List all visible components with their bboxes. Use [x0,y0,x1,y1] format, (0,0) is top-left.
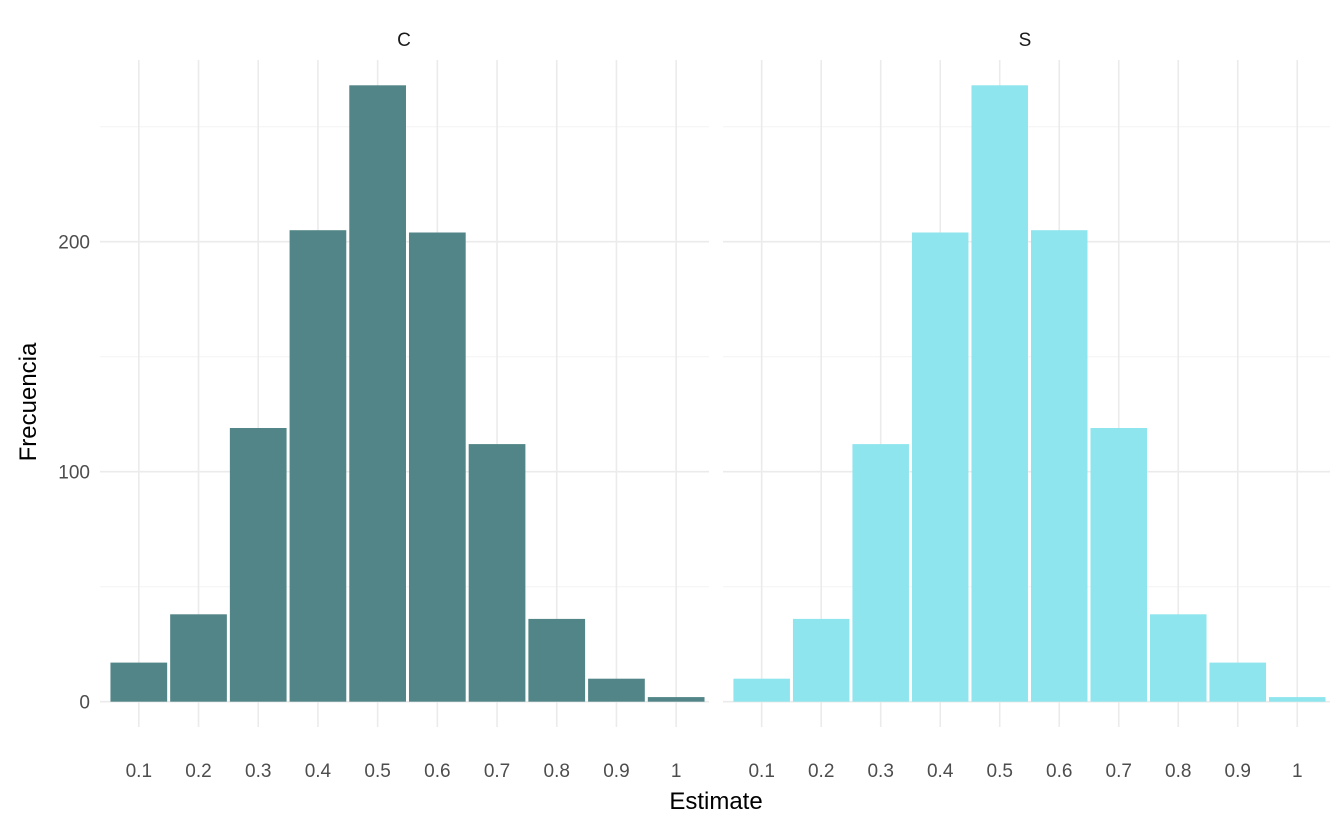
histogram-bar [792,618,850,702]
histogram-bar [1209,662,1267,702]
x-tick-label: 0.3 [867,761,893,782]
facet-strip-label-s: S [1019,30,1032,51]
histogram-bar [911,232,969,702]
histogram-bar [647,697,705,702]
x-tick-label: 0.1 [748,761,774,782]
x-tick-label: 0.8 [1165,761,1191,782]
x-tick-labels: 0.1 0.2 0.3 0.4 0.5 0.6 0.7 0.8 0.9 1 [748,761,1302,782]
histogram-bar [733,678,790,702]
facet-panel-s: S 0.1 0.2 0.3 0.4 0.5 0.6 0.7 0.8 0.9 1 [723,30,1330,782]
histogram-bar [1269,697,1326,702]
x-tick-label: 0.9 [1225,761,1251,782]
x-tick-label: 0.5 [987,761,1013,782]
histogram-bar [528,618,586,702]
x-tick-label: 0.7 [484,761,510,782]
histogram-bar [229,428,287,702]
y-axis: 0 100 200 [58,233,90,714]
x-tick-label: 0.1 [126,761,152,782]
x-tick-label: 0.6 [424,761,450,782]
histogram-bar [170,614,227,702]
x-tick-label: 1 [1292,761,1303,782]
histogram-bar [588,678,645,702]
histogram-bars [110,85,705,702]
x-tick-label: 0.4 [927,761,954,782]
histogram-bar [1090,428,1147,702]
x-tick-labels: 0.1 0.2 0.3 0.4 0.5 0.6 0.7 0.8 0.9 1 [126,761,682,782]
x-tick-label: 1 [671,761,682,782]
x-axis-title: Estimate [669,788,762,815]
x-tick-label: 0.7 [1106,761,1132,782]
histogram-bar [852,444,909,702]
y-tick-label: 100 [58,463,90,484]
facet-panel-c: C 0.1 0.2 0.3 0.4 0.5 0.6 0.7 0.8 0.9 1 [100,30,709,782]
x-tick-label: 0.6 [1046,761,1072,782]
histogram-bar [408,232,466,702]
y-axis-title: Frecuencia [15,342,42,461]
y-tick-label: 200 [58,233,90,254]
histogram-bar [349,85,406,702]
x-tick-label: 0.2 [808,761,834,782]
x-tick-label: 0.5 [364,761,390,782]
histogram-bar [971,85,1028,702]
x-tick-label: 0.3 [245,761,271,782]
histogram-bars [733,85,1326,702]
histogram-bar [468,444,526,702]
facet-strip-label-c: C [397,30,411,51]
histogram-bar [1149,614,1207,702]
x-tick-label: 0.9 [603,761,629,782]
x-tick-label: 0.8 [544,761,570,782]
histogram-bar [289,230,347,702]
histogram-bar [1030,230,1088,702]
x-tick-label: 0.4 [305,761,332,782]
y-tick-label: 0 [79,693,90,714]
histogram-bar [110,662,168,702]
x-tick-label: 0.2 [185,761,211,782]
